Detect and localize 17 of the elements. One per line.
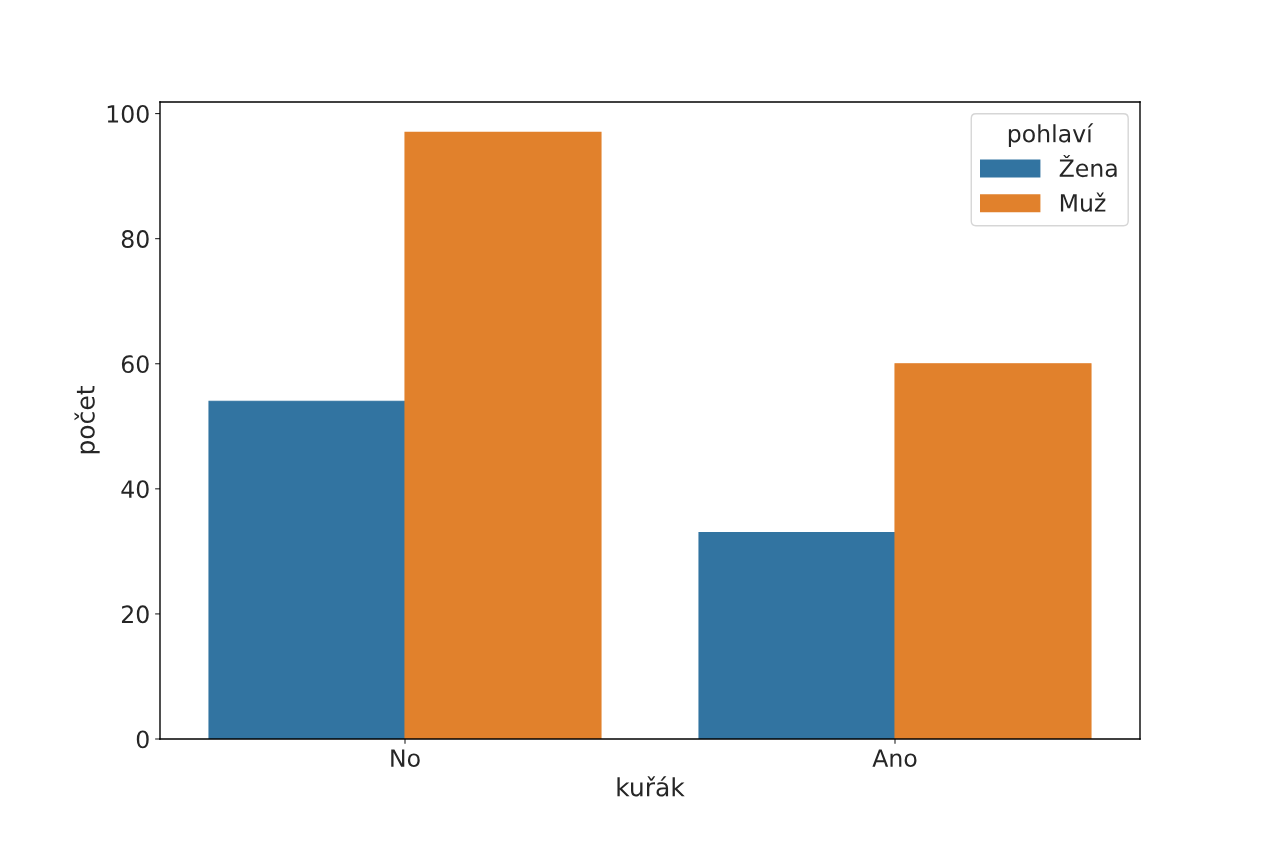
y-tick-label: 60 [121,355,149,374]
bar [208,400,406,739]
bar [404,131,602,739]
legend-label: Muž [1060,192,1106,212]
x-tick-label: No [391,749,420,767]
y-tick-label: 20 [121,605,149,624]
y-tick-label: 0 [136,730,149,749]
x-axis-title: kuřák [617,776,685,797]
x-tick-label: Ano [872,749,917,767]
bar [698,532,896,739]
y-axis-title: počet [74,386,100,454]
bar [894,363,1092,739]
y-tick-label: 40 [121,480,149,499]
legend-title: pohlaví [1008,123,1094,148]
y-tick-label: 100 [107,105,149,123]
legend-label: Žena [1059,154,1117,178]
y-tick-label: 80 [121,230,149,248]
